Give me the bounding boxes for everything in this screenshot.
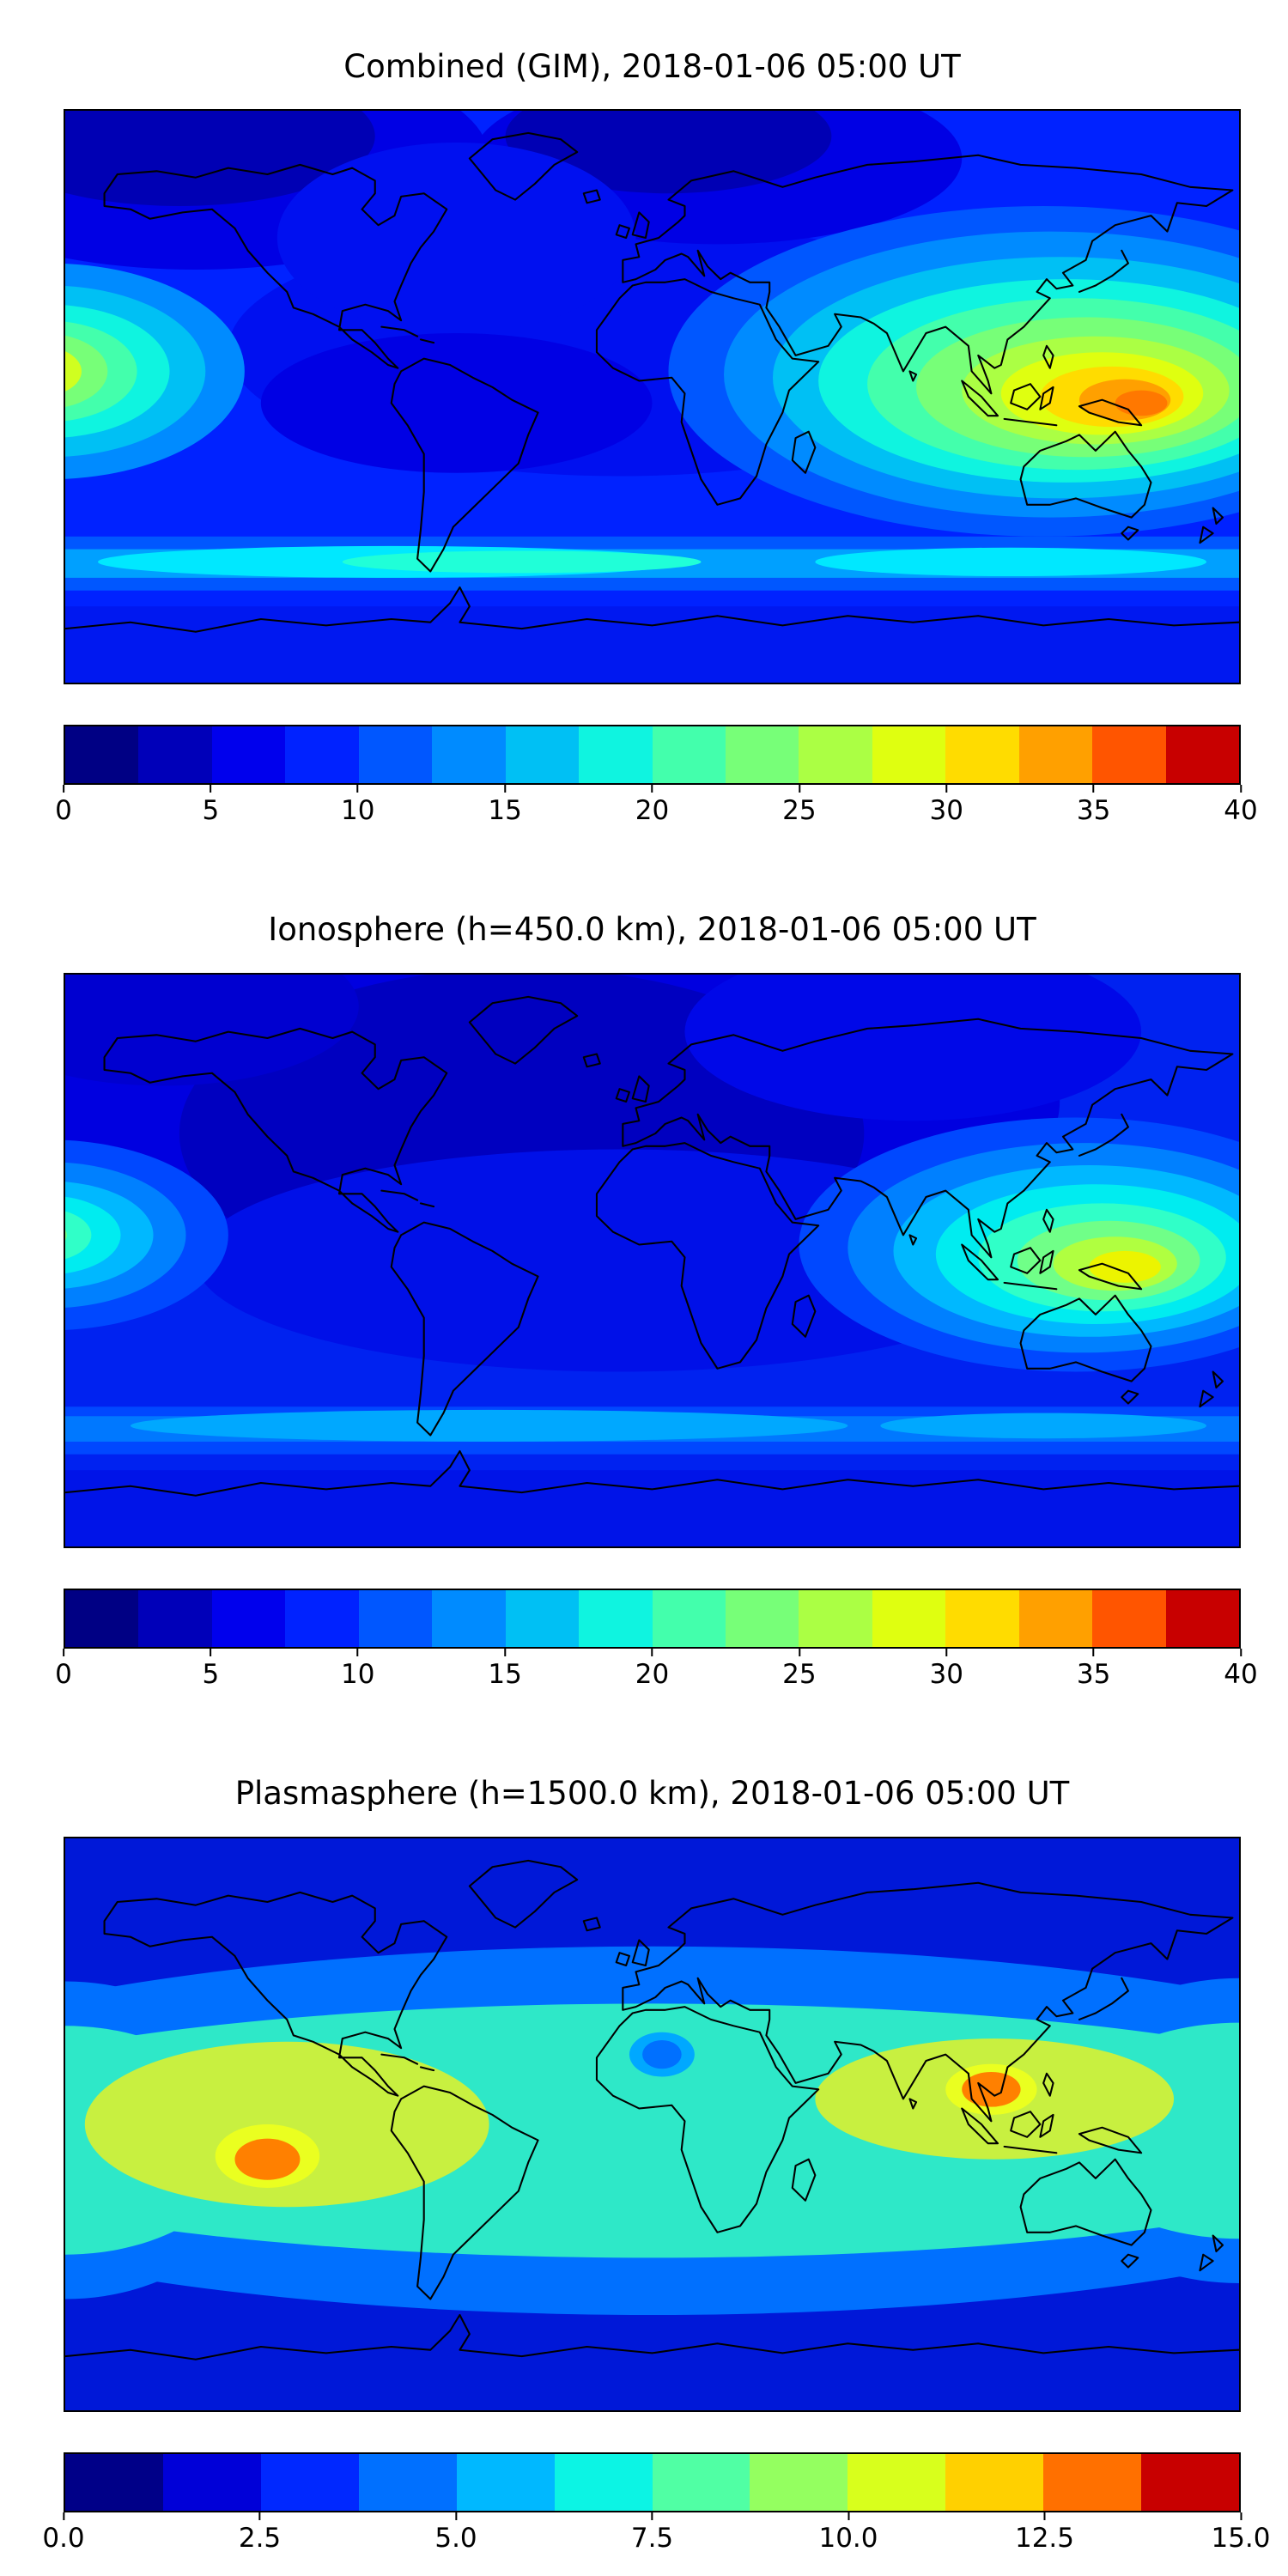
colorbar-tick-label: 40 <box>1224 1659 1258 1690</box>
colorbar-tick-label: 5.0 <box>434 2523 477 2554</box>
colorbar-tick-label: 0 <box>55 1659 72 1690</box>
colorbar-segment <box>65 1590 139 1647</box>
colorbar-segment <box>799 1590 872 1647</box>
colorbar-segment <box>848 2454 946 2511</box>
colorbar-tick-label: 7.5 <box>630 2523 674 2554</box>
colorbar-tick-label: 15 <box>488 1659 522 1690</box>
colorbar-tick-label: 5 <box>202 795 220 826</box>
colorbar-segment <box>285 726 359 783</box>
colorbar-tick-label: 15.0 <box>1211 2523 1271 2554</box>
colorbar-ticks-combined: 0 5 10 15 20 25 30 35 40 <box>55 785 1258 829</box>
colorbar-segment <box>579 726 653 783</box>
colorbar-tick-label: 20 <box>635 795 670 826</box>
world-map-plasmasphere <box>65 1838 1239 2410</box>
panel-title-ionosphere: Ionosphere (h=450.0 km), 2018-01-06 05:0… <box>268 911 1036 948</box>
colorbar-segment <box>358 2454 457 2511</box>
colorbar-segment <box>872 1590 946 1647</box>
colorbar-segment <box>750 2454 848 2511</box>
colorbar-segment <box>211 726 286 783</box>
colorbar-segment <box>1165 1590 1239 1647</box>
colorbar-segment <box>872 726 946 783</box>
colorbar-segment <box>1165 726 1239 783</box>
colorbar-segment <box>652 2454 750 2511</box>
colorbar-tick-label: 35 <box>1076 795 1111 826</box>
map-panel-combined <box>64 109 1241 684</box>
colorbar-segment <box>1092 1590 1166 1647</box>
colorbar-tick-label: 10 <box>341 1659 375 1690</box>
colorbar-segment <box>505 726 580 783</box>
colorbar-tick-label: 2.5 <box>238 2523 282 2554</box>
colorbar-segment <box>260 2454 359 2511</box>
colorbar-ticks-plasmasphere: 0.0 2.5 5.0 7.5 10.0 12.5 15.0 <box>42 2512 1270 2557</box>
contour-field <box>65 111 1239 683</box>
colorbar-segment <box>1043 2454 1142 2511</box>
colorbar-segment <box>579 1590 653 1647</box>
colorbar-segment <box>1092 726 1166 783</box>
colorbar-tick-label: 35 <box>1076 1659 1111 1690</box>
map-panel-ionosphere <box>64 973 1241 1548</box>
colorbar-combined <box>64 725 1241 785</box>
world-map-combined <box>65 111 1239 683</box>
colorbar-ionosphere <box>64 1589 1241 1649</box>
contour-field <box>65 975 1239 1546</box>
colorbar-segment <box>725 1590 799 1647</box>
map-panel-plasmasphere <box>64 1837 1241 2412</box>
panel-title-plasmasphere: Plasmasphere (h=1500.0 km), 2018-01-06 0… <box>234 1775 1070 1812</box>
colorbar-segment <box>138 1590 212 1647</box>
colorbar-tick-label: 15 <box>488 795 522 826</box>
colorbar-segment <box>652 726 726 783</box>
colorbar-segment <box>211 1590 286 1647</box>
colorbar-segment <box>358 726 433 783</box>
colorbar-tick-label: 20 <box>635 1659 670 1690</box>
colorbar-segment <box>1141 2454 1239 2511</box>
colorbar-tick-label: 10.0 <box>818 2523 878 2554</box>
colorbar-tick-label: 40 <box>1224 795 1258 826</box>
world-map-ionosphere <box>65 975 1239 1546</box>
colorbar-segment <box>1018 1590 1093 1647</box>
colorbar-segment <box>1018 726 1093 783</box>
colorbar-segment <box>432 726 506 783</box>
colorbar-tick-label: 12.5 <box>1014 2523 1075 2554</box>
colorbar-tick-label: 0 <box>55 795 72 826</box>
panel-title-combined: Combined (GIM), 2018-01-06 05:00 UT <box>343 48 961 85</box>
colorbar-segment <box>945 1590 1019 1647</box>
colorbar-segment <box>65 2454 163 2511</box>
colorbar-segment <box>456 2454 555 2511</box>
colorbar-segment <box>799 726 872 783</box>
colorbar-tick-label: 5 <box>202 1659 220 1690</box>
colorbar-segment <box>945 726 1019 783</box>
colorbar-tick-label: 0.0 <box>42 2523 85 2554</box>
contour-field <box>65 1838 1239 2410</box>
colorbar-segment <box>652 1590 726 1647</box>
colorbar-segment <box>285 1590 359 1647</box>
colorbar-segment <box>432 1590 506 1647</box>
colorbar-tick-label: 30 <box>929 795 963 826</box>
colorbar-segment <box>725 726 799 783</box>
colorbar-segment <box>138 726 212 783</box>
colorbar-segment <box>162 2454 261 2511</box>
colorbar-segment <box>65 726 139 783</box>
colorbar-segment <box>945 2454 1044 2511</box>
colorbar-tick-label: 10 <box>341 795 375 826</box>
colorbar-tick-label: 25 <box>782 795 817 826</box>
colorbar-tick-label: 25 <box>782 1659 817 1690</box>
colorbar-segment <box>554 2454 653 2511</box>
colorbar-segment <box>505 1590 580 1647</box>
colorbar-tick-label: 30 <box>929 1659 963 1690</box>
colorbar-ticks-ionosphere: 0 5 10 15 20 25 30 35 40 <box>55 1649 1258 1693</box>
colorbar-segment <box>358 1590 433 1647</box>
colorbar-plasmasphere <box>64 2452 1241 2512</box>
